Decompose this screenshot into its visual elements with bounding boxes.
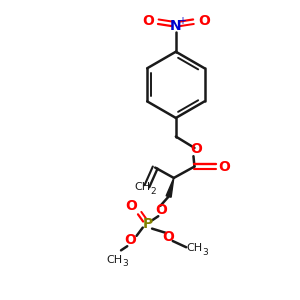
Text: CH: CH [107, 255, 123, 265]
Text: O: O [218, 160, 230, 174]
Text: CH: CH [186, 243, 203, 253]
Text: N: N [170, 19, 182, 33]
Polygon shape [166, 178, 174, 197]
Text: O: O [142, 14, 154, 28]
Text: O: O [124, 233, 136, 247]
Text: 2: 2 [150, 187, 156, 196]
Text: O: O [125, 199, 137, 213]
Text: O: O [190, 142, 202, 156]
Text: O: O [198, 14, 210, 28]
Text: +: + [178, 16, 186, 26]
Text: 3: 3 [202, 248, 208, 257]
Text: 3: 3 [122, 259, 128, 268]
Text: O: O [155, 203, 167, 217]
Text: O: O [163, 230, 175, 244]
Text: CH: CH [135, 182, 151, 192]
Text: P: P [143, 218, 153, 232]
